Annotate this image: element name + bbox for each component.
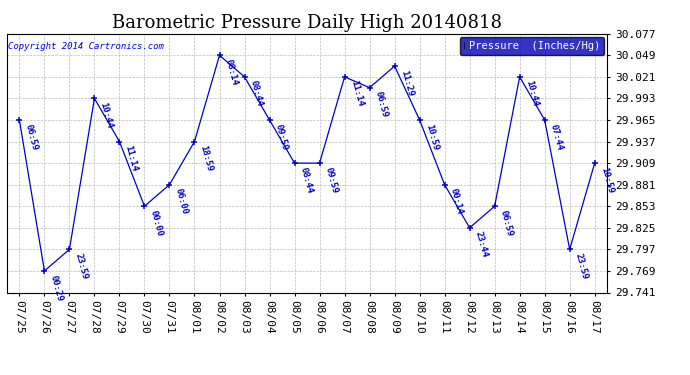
Text: 09:59: 09:59 bbox=[274, 123, 289, 151]
Text: 00:14: 00:14 bbox=[448, 188, 464, 216]
Text: 06:59: 06:59 bbox=[23, 123, 39, 151]
Text: 23:44: 23:44 bbox=[474, 231, 489, 259]
Text: 08:44: 08:44 bbox=[299, 166, 315, 194]
Legend: Pressure  (Inches/Hg): Pressure (Inches/Hg) bbox=[460, 37, 604, 55]
Text: 10:59: 10:59 bbox=[599, 166, 615, 194]
Text: 09:59: 09:59 bbox=[324, 166, 339, 194]
Text: 06:59: 06:59 bbox=[499, 209, 515, 237]
Text: 18:59: 18:59 bbox=[199, 144, 215, 172]
Title: Barometric Pressure Daily High 20140818: Barometric Pressure Daily High 20140818 bbox=[112, 14, 502, 32]
Text: 06:00: 06:00 bbox=[174, 188, 189, 216]
Text: 08:44: 08:44 bbox=[248, 80, 264, 108]
Text: 23:59: 23:59 bbox=[574, 252, 589, 280]
Text: 23:59: 23:59 bbox=[74, 252, 89, 280]
Text: 11:29: 11:29 bbox=[399, 69, 415, 97]
Text: 00:29: 00:29 bbox=[48, 274, 64, 302]
Text: 10:44: 10:44 bbox=[99, 101, 115, 129]
Text: 11:14: 11:14 bbox=[124, 144, 139, 172]
Text: 11:14: 11:14 bbox=[348, 80, 364, 108]
Text: 06:59: 06:59 bbox=[374, 90, 389, 119]
Text: 07:44: 07:44 bbox=[549, 123, 564, 151]
Text: 10:44: 10:44 bbox=[524, 80, 540, 108]
Text: 00:00: 00:00 bbox=[148, 209, 164, 237]
Text: Copyright 2014 Cartronics.com: Copyright 2014 Cartronics.com bbox=[8, 42, 164, 51]
Text: 10:59: 10:59 bbox=[424, 123, 440, 151]
Text: 08:14: 08:14 bbox=[224, 58, 239, 86]
